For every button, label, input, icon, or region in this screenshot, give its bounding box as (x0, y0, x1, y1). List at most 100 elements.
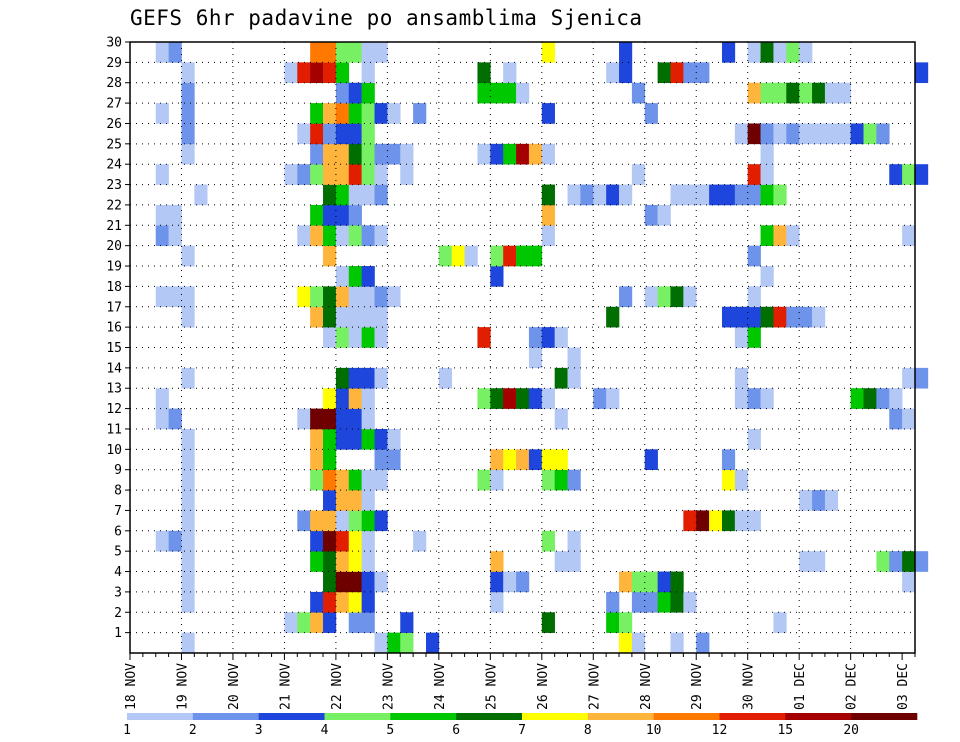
heatmap-cell (348, 225, 362, 246)
x-tick-label: 22 NOV (330, 663, 345, 710)
heatmap-cell (181, 530, 195, 552)
heatmap-cell (374, 327, 388, 348)
heatmap-cell (374, 367, 388, 389)
heatmap-cell (323, 449, 337, 470)
heatmap-cell (361, 612, 375, 633)
heatmap-cell (310, 286, 324, 308)
heatmap-cell (528, 245, 543, 267)
heatmap-cell (297, 612, 311, 633)
x-tick-label: 28 NOV (639, 663, 654, 710)
heatmap-cell (310, 103, 324, 124)
heatmap-cell (323, 123, 337, 145)
heatmap-cell (451, 245, 465, 267)
heatmap-cell (374, 449, 388, 470)
heatmap-cell (709, 184, 723, 206)
heatmap-cell (387, 428, 401, 450)
heatmap-cell (310, 408, 324, 430)
heatmap-cell (812, 490, 826, 511)
heatmap-cell (528, 347, 543, 369)
heatmap-cell (503, 388, 517, 409)
heatmap-cell (361, 571, 375, 593)
heatmap-cell (619, 571, 633, 593)
heatmap-cell (619, 42, 633, 63)
heatmap-cell (425, 632, 440, 654)
heatmap-cell (181, 306, 195, 328)
y-tick-label: 11 (106, 422, 122, 437)
heatmap-cell (734, 123, 749, 145)
heatmap-cell (657, 286, 671, 308)
heatmap-cell (310, 449, 324, 470)
heatmap-cell (361, 62, 375, 84)
legend-label: 20 (843, 723, 859, 738)
heatmap-cell (644, 204, 658, 226)
heatmap-cell (155, 204, 169, 226)
heatmap-cell (323, 408, 337, 430)
heatmap-cell (361, 469, 375, 491)
heatmap-cell (323, 530, 337, 552)
heatmap-cell (760, 225, 774, 246)
heatmap-cell (516, 388, 530, 409)
heatmap-cell (181, 571, 195, 593)
y-axis: 1234567891011121314151617181920212223242… (106, 36, 130, 641)
heatmap-cell (760, 184, 774, 206)
heatmap-cell (374, 306, 388, 328)
heatmap-cell (619, 286, 633, 308)
heatmap-cell (773, 612, 787, 633)
legend-label: 4 (321, 723, 329, 738)
heatmap-cell (773, 306, 787, 328)
heatmap-cell (837, 123, 851, 145)
heatmap-cell (361, 184, 375, 206)
heatmap-cell (348, 164, 362, 185)
heatmap-cell (181, 591, 195, 613)
y-tick-label: 10 (106, 443, 122, 458)
heatmap-cell (323, 571, 337, 593)
heatmap-cell (361, 225, 375, 246)
heatmap-cell (464, 245, 478, 267)
heatmap-cell (181, 490, 195, 511)
heatmap-cell (902, 225, 916, 246)
heatmap-cell (297, 286, 311, 308)
heatmap-cell (541, 530, 555, 552)
heatmap-cell (734, 306, 749, 328)
heatmap-cell (374, 469, 388, 491)
heatmap-cell (644, 571, 658, 593)
heatmap-cell (567, 530, 581, 552)
heatmap-cell (799, 306, 813, 328)
legend-label: 2 (189, 723, 197, 738)
heatmap-cell (490, 143, 504, 165)
heatmap-cell (516, 245, 530, 267)
heatmap-cell (799, 42, 813, 63)
heatmap-cell (168, 408, 182, 430)
heatmap-cell (335, 327, 350, 348)
heatmap-cell (683, 510, 697, 532)
heatmap-cell (361, 42, 375, 63)
y-tick-label: 20 (106, 239, 122, 254)
heatmap-cell (323, 327, 337, 348)
heatmap-cell (850, 123, 864, 145)
heatmap-cell (335, 510, 350, 532)
heatmap-cell (348, 510, 362, 532)
heatmap-cell (348, 367, 362, 389)
heatmap-cell (567, 347, 581, 369)
heatmap-cell (310, 591, 324, 613)
heatmap-cell (335, 591, 350, 613)
heatmap-cell (310, 530, 324, 552)
heatmap-cell (541, 184, 555, 206)
heatmap-cell (786, 42, 800, 63)
heatmap-cell (619, 62, 633, 84)
x-tick-label: 29 NOV (690, 663, 705, 710)
heatmap-cell (554, 551, 568, 572)
x-tick-label: 25 NOV (484, 663, 499, 710)
heatmap-cell (516, 571, 530, 593)
heatmap-cell (155, 530, 169, 552)
y-tick-label: 6 (114, 524, 122, 539)
heatmap-cell (335, 367, 350, 389)
y-tick-label: 8 (114, 484, 122, 499)
heatmap-cell (619, 632, 633, 654)
heatmap-cell (490, 388, 504, 409)
heatmap-cell (335, 306, 350, 328)
heatmap-cell (734, 388, 749, 409)
heatmap-cell (387, 103, 401, 124)
heatmap-cell (490, 591, 504, 613)
